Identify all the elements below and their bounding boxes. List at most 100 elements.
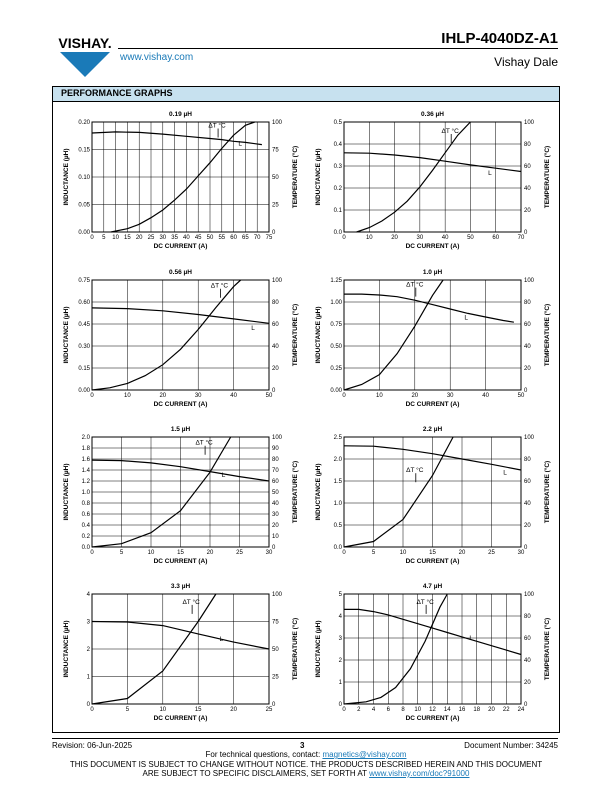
disclaimer-line-1: THIS DOCUMENT IS SUBJECT TO CHANGE WITHO… bbox=[69, 760, 543, 769]
y2-tick-label: 0 bbox=[272, 702, 276, 708]
y-tick-label: 3 bbox=[87, 620, 91, 626]
y-tick-label: 0.50 bbox=[330, 344, 342, 350]
x-tick-label: 15 bbox=[429, 550, 436, 556]
y-axis-label: INDUCTANCE (µH) bbox=[315, 148, 322, 205]
x-tick-label: 10 bbox=[159, 707, 166, 713]
x-tick-label: 0 bbox=[342, 393, 346, 399]
y2-tick-label: 0 bbox=[524, 388, 528, 394]
x-tick-label: 22 bbox=[503, 707, 510, 713]
x-tick-label: 5 bbox=[102, 235, 106, 241]
y2-tick-label: 60 bbox=[272, 479, 279, 485]
x-tick-label: 5 bbox=[126, 707, 130, 713]
x-tick-label: 40 bbox=[442, 235, 449, 241]
y-tick-label: 2.0 bbox=[82, 435, 91, 441]
temperature-curve-label: ΔT °C bbox=[208, 122, 226, 130]
y2-tick-label: 100 bbox=[272, 278, 283, 284]
x-tick-label: 12 bbox=[429, 707, 436, 713]
x-tick-label: 45 bbox=[195, 235, 202, 241]
x-tick-label: 0 bbox=[90, 550, 94, 556]
y2-tick-label: 90 bbox=[272, 446, 279, 452]
y-tick-label: 0.2 bbox=[334, 186, 343, 192]
x-tick-label: 10 bbox=[414, 707, 421, 713]
temperature-curve-label: ΔT °C bbox=[211, 282, 229, 290]
x-tick-label: 0 bbox=[342, 235, 346, 241]
disclaimer-link[interactable]: www.vishay.com/doc?91000 bbox=[369, 769, 470, 778]
chart-3: 0 10 20 30 40 50 0.00 0.15 0.30 0.45 0.60 0.75 0 20 40… bbox=[63, 269, 299, 408]
inductance-curve-label: L bbox=[222, 472, 226, 479]
x-tick-label: 40 bbox=[230, 393, 237, 399]
x-tick-label: 70 bbox=[518, 235, 525, 241]
y-tick-label: 0.6 bbox=[82, 512, 91, 518]
y-tick-label: 0.1 bbox=[334, 208, 343, 214]
y2-axis-label: TEMPERATURE (°C) bbox=[291, 618, 299, 680]
y-axis-label: INDUCTANCE (µH) bbox=[315, 306, 322, 363]
x-tick-label: 25 bbox=[236, 550, 243, 556]
x-tick-label: 25 bbox=[266, 707, 273, 713]
plot-frame bbox=[343, 593, 522, 705]
inductance-curve bbox=[344, 608, 522, 656]
inductance-curve-label: L bbox=[488, 170, 492, 177]
y-tick-label: 0.45 bbox=[78, 322, 90, 328]
temperature-curve bbox=[356, 121, 471, 233]
y2-tick-label: 60 bbox=[524, 322, 531, 328]
x-tick-label: 10 bbox=[400, 550, 407, 556]
vishay-logo-wordmark: VISHAY. bbox=[58, 35, 111, 51]
x-tick-label: 35 bbox=[171, 235, 178, 241]
x-tick-label: 40 bbox=[183, 235, 190, 241]
y-tick-label: 1.0 bbox=[82, 490, 91, 496]
contact-email-link[interactable]: magnetics@vishay.com bbox=[322, 750, 407, 759]
temperature-curve-label: ΔT °C bbox=[406, 281, 424, 289]
y-tick-label: 5 bbox=[339, 592, 343, 598]
inductance-curve bbox=[343, 152, 522, 173]
x-axis-label: DC CURRENT (A) bbox=[406, 401, 460, 408]
x-tick-label: 4 bbox=[372, 707, 376, 713]
y2-tick-label: 0 bbox=[272, 545, 276, 551]
y-tick-label: 3 bbox=[339, 636, 343, 642]
inductance-curve-label: L bbox=[251, 325, 255, 332]
y2-tick-label: 20 bbox=[272, 523, 279, 529]
x-tick-label: 0 bbox=[342, 707, 346, 713]
x-tick-label: 15 bbox=[195, 707, 202, 713]
y2-tick-label: 80 bbox=[524, 300, 531, 306]
x-tick-label: 14 bbox=[444, 707, 451, 713]
y2-tick-label: 60 bbox=[272, 322, 279, 328]
x-tick-label: 0 bbox=[342, 550, 346, 556]
x-tick-label: 8 bbox=[401, 707, 405, 713]
y2-tick-label: 75 bbox=[272, 620, 279, 626]
temperature-curve bbox=[91, 593, 217, 705]
y-tick-label: 0.5 bbox=[334, 120, 343, 126]
x-tick-label: 24 bbox=[518, 707, 525, 713]
y2-tick-label: 100 bbox=[272, 592, 283, 598]
company-name: Vishay Dale bbox=[494, 55, 558, 69]
x-tick-label: 16 bbox=[459, 707, 466, 713]
y2-tick-label: 80 bbox=[524, 142, 531, 148]
x-tick-label: 25 bbox=[148, 235, 155, 241]
y-tick-label: 1.6 bbox=[82, 457, 91, 463]
y2-axis-label: TEMPERATURE (°C) bbox=[543, 146, 551, 208]
y-tick-label: 0 bbox=[339, 702, 343, 708]
y-tick-label: 2 bbox=[87, 647, 91, 653]
x-tick-label: 5 bbox=[120, 550, 124, 556]
y2-tick-label: 70 bbox=[272, 468, 279, 474]
document-number: Document Number: 34245 bbox=[464, 741, 558, 750]
footer-rule bbox=[52, 738, 558, 739]
x-tick-label: 20 bbox=[207, 550, 214, 556]
x-tick-label: 18 bbox=[473, 707, 480, 713]
website-link[interactable]: www.vishay.com bbox=[120, 52, 194, 63]
section-title-bar: PERFORMANCE GRAPHS bbox=[53, 87, 559, 102]
y-tick-label: 0.4 bbox=[334, 142, 343, 148]
y2-axis-label: TEMPERATURE (°C) bbox=[543, 304, 551, 366]
y-axis-label: INDUCTANCE (µH) bbox=[315, 620, 322, 677]
x-tick-label: 50 bbox=[266, 393, 273, 399]
chart-title: 3.3 µH bbox=[171, 583, 191, 590]
chart-6: 0 5 10 15 20 25 30 0.0 0.5 1.0 1.5 2.0 2.5 0 20 40 60 80 1… bbox=[315, 426, 551, 565]
y-tick-label: 0.15 bbox=[78, 148, 90, 154]
inductance-curve bbox=[91, 620, 270, 650]
x-tick-label: 20 bbox=[411, 393, 418, 399]
y-tick-label: 0.0 bbox=[82, 545, 91, 551]
x-tick-label: 10 bbox=[124, 393, 131, 399]
y2-tick-label: 0 bbox=[524, 230, 528, 236]
y2-tick-label: 20 bbox=[524, 523, 531, 529]
y-tick-label: 0.3 bbox=[334, 164, 343, 170]
